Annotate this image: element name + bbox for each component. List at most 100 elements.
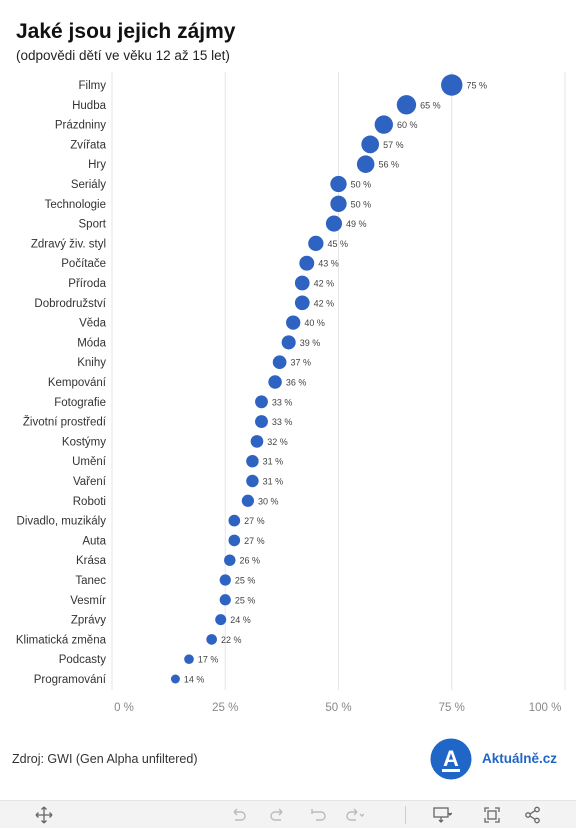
toolbar-divider — [405, 806, 406, 824]
category-label: Klimatická změna — [16, 634, 107, 646]
data-point[interactable] — [170, 674, 180, 684]
data-point[interactable] — [281, 335, 296, 350]
category-label: Fotografie — [54, 397, 106, 409]
value-label: 42 % — [314, 298, 335, 308]
data-point[interactable] — [272, 355, 287, 370]
data-point[interactable] — [255, 395, 268, 409]
download-icon[interactable] — [432, 805, 453, 825]
data-point[interactable] — [224, 554, 236, 566]
data-point[interactable] — [250, 435, 264, 448]
data-point[interactable] — [325, 215, 343, 232]
data-point[interactable] — [330, 175, 347, 193]
forward-icon[interactable] — [344, 805, 365, 825]
value-label: 42 % — [314, 279, 335, 289]
x-tick-label: 0 % — [114, 702, 134, 714]
value-label: 39 % — [300, 338, 321, 348]
category-label: Prázdniny — [55, 120, 106, 132]
data-point[interactable] — [286, 315, 301, 330]
value-label: 14 % — [184, 675, 205, 685]
category-label: Životní prostředí — [23, 416, 107, 429]
data-point[interactable] — [374, 115, 393, 134]
brand-name: Aktuálně.cz — [482, 751, 558, 766]
value-label: 36 % — [286, 378, 307, 388]
value-label: 50 % — [351, 180, 372, 190]
data-point[interactable] — [255, 415, 268, 429]
category-label: Sport — [79, 219, 107, 231]
x-tick-label: 100 % — [529, 702, 562, 714]
data-point[interactable] — [246, 454, 259, 468]
data-point[interactable] — [219, 574, 231, 586]
category-label: Auta — [82, 535, 106, 547]
brand-logo-letter: A — [443, 746, 459, 771]
category-label: Vaření — [73, 476, 107, 488]
data-point[interactable] — [299, 255, 315, 271]
category-label: Krása — [76, 555, 107, 567]
value-label: 60 % — [397, 120, 418, 130]
category-label: Hry — [88, 159, 106, 171]
category-label: Móda — [77, 337, 106, 349]
data-point[interactable] — [228, 514, 241, 527]
x-tick-label: 25 % — [212, 702, 238, 714]
value-label: 45 % — [328, 239, 349, 249]
value-label: 65 % — [420, 100, 441, 110]
value-label: 37 % — [290, 358, 311, 368]
data-point[interactable] — [361, 135, 380, 154]
data-point[interactable] — [330, 195, 347, 212]
data-point[interactable] — [215, 614, 227, 626]
category-label: Programování — [34, 674, 107, 686]
value-label: 30 % — [258, 496, 279, 506]
category-label: Kempování — [48, 377, 107, 389]
value-label: 24 % — [230, 615, 251, 625]
value-label: 75 % — [466, 81, 487, 91]
share-icon[interactable] — [523, 805, 543, 825]
viz-toolbar — [0, 800, 576, 828]
value-label: 31 % — [263, 477, 284, 487]
data-point[interactable] — [246, 474, 259, 488]
data-point[interactable] — [441, 74, 463, 96]
category-label: Hudba — [72, 100, 106, 112]
x-tick-label: 75 % — [439, 702, 465, 714]
category-label: Umění — [72, 456, 107, 468]
move-icon[interactable] — [34, 805, 54, 825]
revert-icon[interactable] — [308, 805, 328, 825]
brand-logo[interactable]: A Aktuálně.cz — [430, 738, 570, 780]
category-label: Knihy — [77, 357, 106, 369]
value-label: 31 % — [263, 457, 284, 467]
data-point[interactable] — [268, 375, 282, 389]
category-label: Podcasty — [59, 654, 107, 666]
value-label: 50 % — [351, 199, 372, 209]
data-point[interactable] — [308, 235, 324, 252]
category-label: Divadlo, muzikály — [17, 516, 107, 528]
data-point[interactable] — [219, 594, 231, 606]
category-label: Počítače — [61, 258, 106, 270]
value-label: 43 % — [318, 259, 339, 269]
data-point[interactable] — [241, 494, 255, 507]
chart-subtitle: (odpovědi dětí ve věku 12 až 15 let) — [16, 48, 230, 63]
category-label: Zvířata — [70, 139, 106, 151]
category-label: Tanec — [75, 575, 106, 587]
data-point[interactable] — [356, 155, 375, 173]
value-label: 25 % — [235, 595, 256, 605]
category-label: Příroda — [68, 278, 106, 290]
value-label: 57 % — [383, 140, 404, 150]
value-label: 33 % — [272, 417, 293, 427]
fullscreen-icon[interactable] — [482, 805, 502, 825]
category-label: Technologie — [45, 199, 106, 211]
x-tick-label: 50 % — [325, 702, 351, 714]
data-point[interactable] — [294, 275, 310, 291]
data-point[interactable] — [206, 634, 217, 645]
redo-icon[interactable] — [268, 805, 288, 825]
value-label: 56 % — [378, 160, 399, 170]
value-label: 25 % — [235, 576, 256, 586]
aktualne-logo-icon: A — [430, 738, 472, 780]
category-label: Dobrodružství — [34, 298, 106, 310]
data-point[interactable] — [184, 654, 194, 665]
value-label: 22 % — [221, 635, 242, 645]
data-point[interactable] — [228, 534, 241, 547]
category-label: Zdravý živ. styl — [31, 238, 106, 250]
data-point[interactable] — [294, 295, 310, 311]
category-label: Kostýmy — [62, 436, 106, 448]
data-point[interactable] — [396, 95, 417, 115]
value-label: 27 % — [244, 516, 265, 526]
undo-icon[interactable] — [228, 805, 248, 825]
